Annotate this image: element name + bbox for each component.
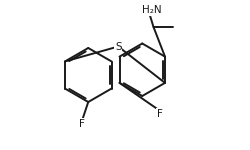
Text: H₂N: H₂N (142, 5, 162, 15)
Text: F: F (157, 109, 163, 119)
Text: F: F (79, 119, 85, 129)
Text: S: S (115, 42, 121, 51)
